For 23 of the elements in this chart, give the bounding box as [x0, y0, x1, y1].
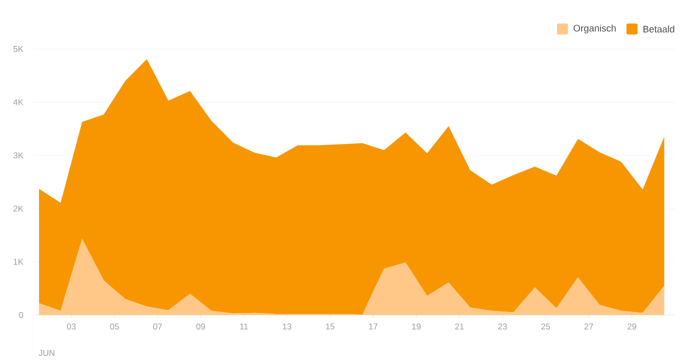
- y-tick-label: 1K: [14, 258, 24, 265]
- x-tick-label: 19: [412, 324, 421, 330]
- x-tick-label: 09: [196, 324, 206, 330]
- x-tick-label: 11: [240, 324, 248, 330]
- x-tick-label: 25: [541, 324, 550, 330]
- x-tick-label: 27: [584, 324, 594, 330]
- x-tick-label: 13: [282, 324, 292, 330]
- x-tick-label: 29: [628, 324, 636, 330]
- legend-label: Organisch: [574, 24, 616, 34]
- y-tick-label: 4K: [13, 99, 24, 106]
- x-tick-label: 17: [369, 324, 378, 330]
- y-tick-label: 5K: [13, 46, 24, 52]
- x-tick-label: 03: [66, 324, 76, 330]
- x-tick-label: 05: [110, 324, 119, 330]
- text: JUN: [38, 350, 54, 356]
- x-tick-label: 21: [455, 324, 464, 330]
- y-tick-label: 3K: [13, 152, 24, 158]
- x-tick-label: 15: [326, 324, 334, 330]
- y-tick-label: 2K: [14, 206, 24, 212]
- legend-label: Betaald: [643, 26, 674, 32]
- x-tick-label: 07: [153, 324, 162, 330]
- x-tick-label: 23: [498, 324, 507, 330]
- y-tick-label: 0: [19, 312, 24, 318]
